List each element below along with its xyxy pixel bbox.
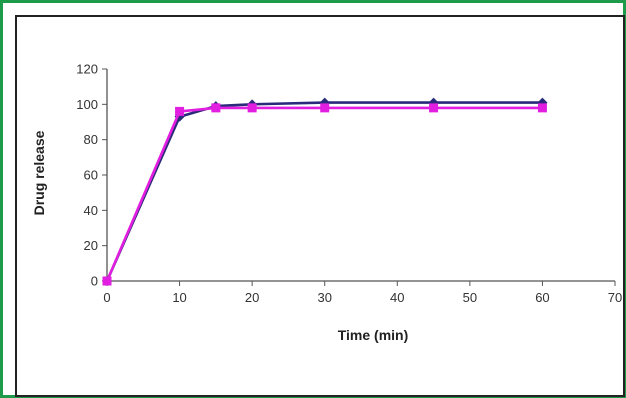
chart-area: 0 20 40 60 80 100 120 0 10 20 30 40 50 60 70 Time (mi… — [15, 15, 625, 397]
x-tick-label: 50 — [463, 290, 477, 305]
series-2-point — [211, 103, 221, 113]
x-tick-label: 20 — [245, 290, 259, 305]
x-tick-label: 60 — [535, 290, 549, 305]
drug-release-chart: 0 20 40 60 80 100 120 0 10 20 30 40 50 60 70 Time (mi… — [31, 62, 622, 344]
y-tick-label: 60 — [84, 168, 98, 183]
series-2-point — [175, 106, 185, 116]
x-tick-label: 70 — [608, 290, 622, 305]
series-2-point — [102, 276, 112, 286]
y-tick-label: 0 — [91, 274, 98, 289]
series-2-point — [320, 103, 330, 113]
x-tick-label: 0 — [103, 290, 110, 305]
y-axis: 0 20 40 60 80 100 120 — [76, 62, 108, 289]
x-axis-title: Time (min) — [338, 327, 409, 343]
x-tick-label: 10 — [172, 290, 186, 305]
series-2-point — [429, 103, 439, 113]
y-axis-title: Drug release — [31, 130, 47, 215]
x-tick-label: 30 — [317, 290, 331, 305]
series-2-point — [247, 103, 257, 113]
series-2-point — [537, 103, 547, 113]
y-tick-label: 20 — [84, 238, 98, 253]
y-tick-label: 40 — [84, 203, 98, 218]
x-tick-label: 40 — [390, 290, 404, 305]
series-layer — [102, 97, 548, 286]
y-tick-label: 100 — [76, 97, 98, 112]
x-axis: 0 10 20 30 40 50 60 70 — [103, 280, 622, 305]
y-tick-label: 80 — [84, 132, 98, 147]
y-tick-label: 120 — [76, 62, 98, 77]
